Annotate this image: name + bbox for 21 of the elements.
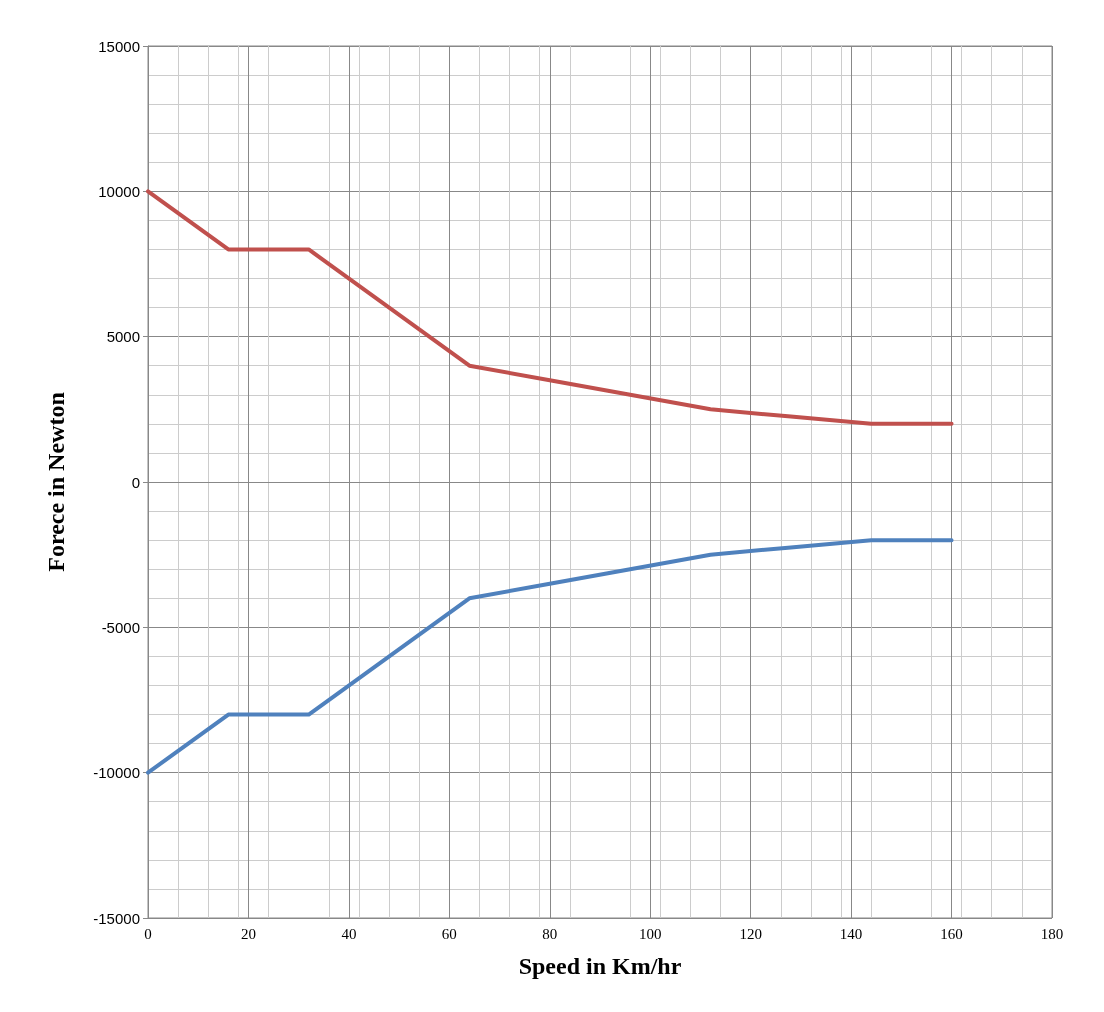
x-tick-label: 100 <box>638 925 662 942</box>
x-axis-title: Speed in Km/hr <box>518 952 682 979</box>
y-tick-label: 5000 <box>106 328 140 346</box>
y-axis-title: Forece in Newton <box>43 392 69 572</box>
y-tick-label: 0 <box>131 473 140 491</box>
y-tick-label: -10000 <box>93 764 140 782</box>
x-tick-label: 140 <box>839 925 863 942</box>
x-tick-label: 120 <box>739 925 762 942</box>
y-tick-label: -5000 <box>101 618 140 636</box>
line-series <box>146 189 954 426</box>
y-tick-label: -15000 <box>93 909 140 927</box>
x-tick-label: 60 <box>441 925 457 942</box>
x-tick-label: 180 <box>1040 925 1064 942</box>
x-tick-label: 160 <box>940 925 963 942</box>
x-tick-label: 20 <box>240 925 256 942</box>
x-tick-label: 80 <box>542 925 558 942</box>
y-tick-label: 15000 <box>98 37 140 55</box>
y-tick-label: 10000 <box>98 182 140 200</box>
x-tick-label: 0 <box>144 925 152 942</box>
x-tick-label: 40 <box>341 925 357 942</box>
line-series <box>146 538 954 775</box>
